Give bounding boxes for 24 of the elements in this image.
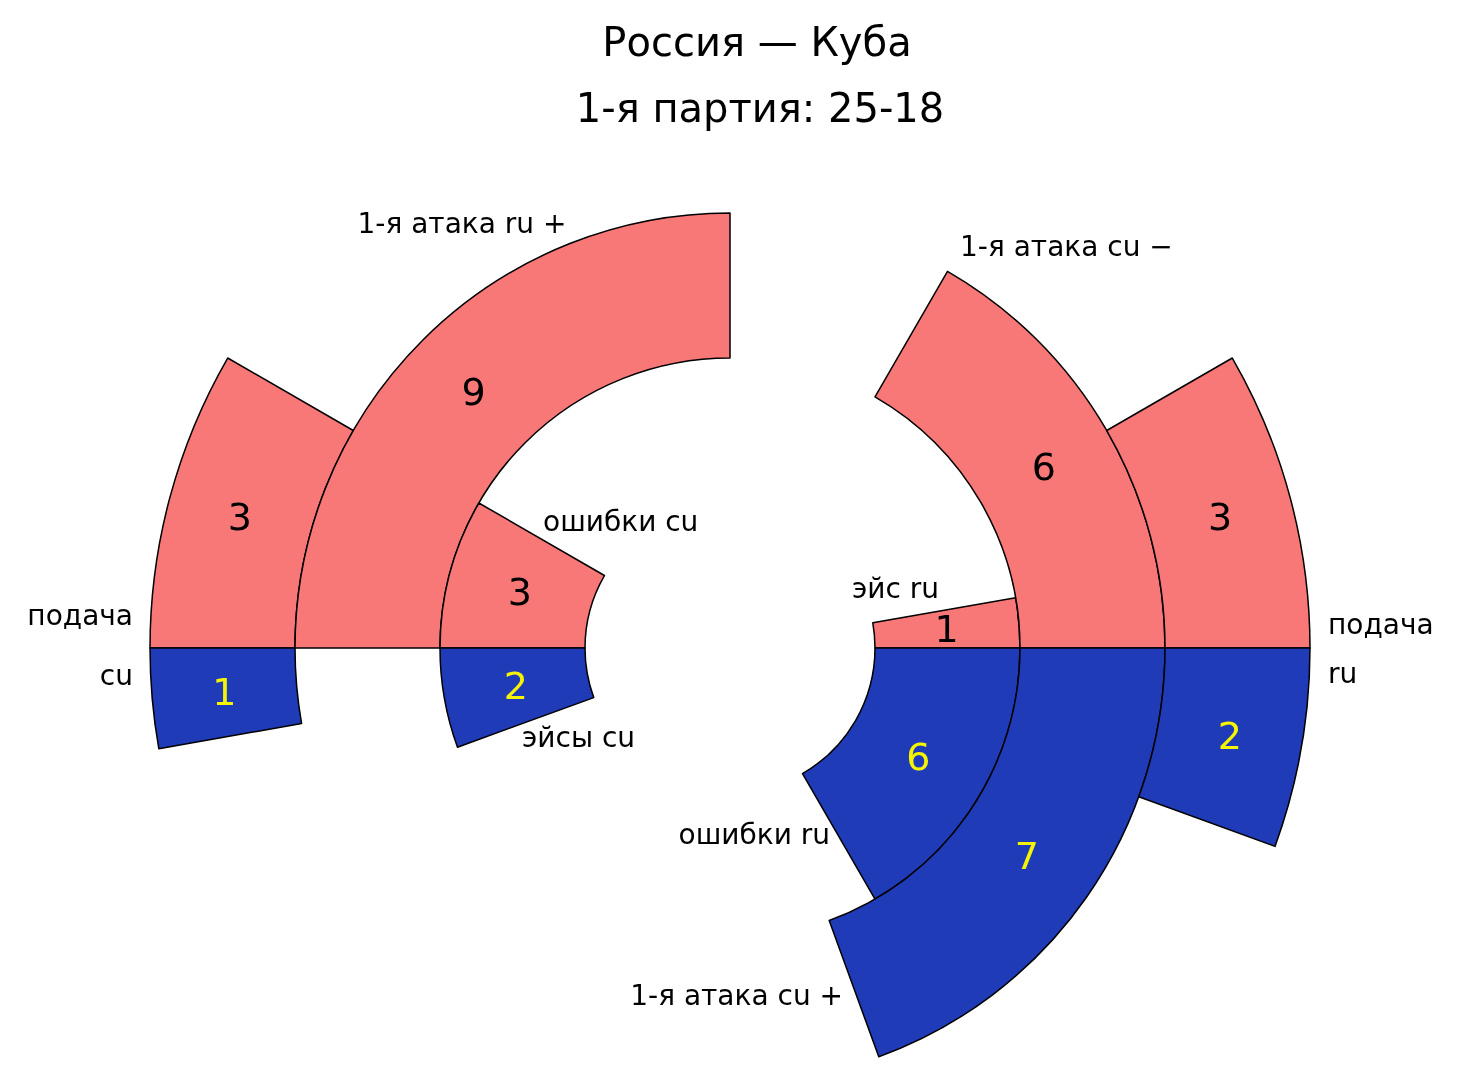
data-label: 3 xyxy=(507,569,532,614)
data-label: 6 xyxy=(1031,444,1057,489)
data-label: 7 xyxy=(1014,833,1040,878)
data-label: 9 xyxy=(461,369,486,414)
category-label: подача xyxy=(27,599,133,632)
data-label: 2 xyxy=(1217,714,1242,759)
category-label: ru xyxy=(1328,657,1358,690)
category-label: эйс ru xyxy=(852,572,940,605)
category-label: ошибки ru xyxy=(678,818,830,851)
category-label: ошибки cu xyxy=(543,505,699,538)
category-label: 1-я атака ru + xyxy=(357,207,567,240)
data-label: 6 xyxy=(906,734,931,779)
text: 1-я партия: 25-18 xyxy=(575,85,945,131)
category-label: 1-я атака cu − xyxy=(960,230,1173,263)
category-label: cu xyxy=(99,659,133,692)
text: Россия — Куба xyxy=(602,19,912,65)
category-label: эйсы cu xyxy=(522,721,636,754)
data-label: 1 xyxy=(212,670,237,715)
data-label: 3 xyxy=(1208,494,1233,539)
category-label: 1-я атака cu + xyxy=(630,979,843,1012)
data-label: 3 xyxy=(227,494,252,539)
data-label: 2 xyxy=(503,663,528,708)
category-label: подача xyxy=(1328,608,1434,641)
data-label: 1 xyxy=(934,607,959,652)
